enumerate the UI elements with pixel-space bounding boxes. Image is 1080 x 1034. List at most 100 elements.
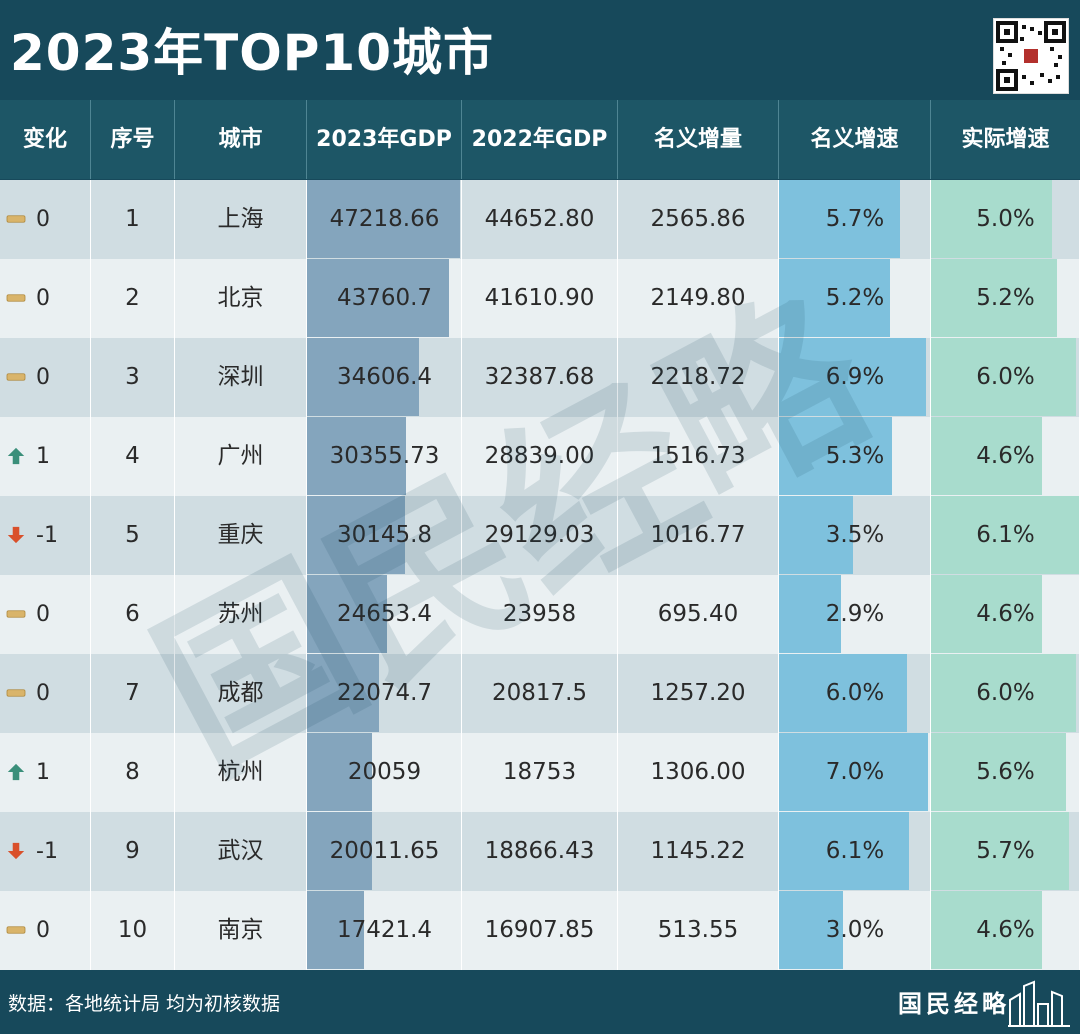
nominal-growth-label: 3.0% <box>825 917 885 943</box>
change-value: 0 <box>36 286 50 311</box>
gdp2022-cell: 29129.03 <box>462 496 618 575</box>
real-growth-cell: 5.2% <box>931 259 1080 338</box>
table-row: -1 9 武汉 18866.43 1145.22 20011.65 6.1% 5.7% <box>0 812 1080 891</box>
change-cell: 0 <box>0 259 91 338</box>
footer: 数据：各地统计局 均为初核数据 国民经略 <box>0 974 1080 1034</box>
real-growth-bar <box>931 733 1066 811</box>
gdp2023-label: 47218.66 <box>329 206 440 232</box>
increase-cell: 1306.00 <box>618 733 779 812</box>
nominal-growth-label: 6.9% <box>825 364 885 390</box>
nominal-growth-bar <box>779 575 841 653</box>
city-cell: 上海 <box>175 180 307 259</box>
nominal-growth-bar <box>779 259 890 337</box>
up-arrow-icon <box>7 763 25 781</box>
real-growth-label: 5.2% <box>976 285 1035 311</box>
gdp2023-bar <box>307 338 419 416</box>
city-cell: 北京 <box>175 259 307 338</box>
city-cell: 成都 <box>175 654 307 733</box>
table-row: 1 4 广州 28839.00 1516.73 30355.73 5.3% 4.6% <box>0 417 1080 496</box>
gdp2023-label: 22074.7 <box>336 680 433 706</box>
real-growth-bar <box>931 417 1042 495</box>
change-cell: 0 <box>0 180 91 259</box>
rank-cell: 6 <box>91 575 175 654</box>
real-growth-bar <box>931 654 1076 732</box>
table-row: 1 8 杭州 18753 1306.00 20059 7.0% 5.6% <box>0 733 1080 812</box>
real-growth-cell: 6.0% <box>931 338 1080 417</box>
real-growth-label: 5.7% <box>976 838 1035 864</box>
real-growth-label: 4.6% <box>976 917 1035 943</box>
rank-cell: 4 <box>91 417 175 496</box>
table-row: 0 2 北京 41610.90 2149.80 43760.7 5.2% 5.2% <box>0 259 1080 338</box>
gdp2023-label: 43760.7 <box>336 285 433 311</box>
real-growth-label: 6.0% <box>976 364 1035 390</box>
nominal-growth-bar <box>779 812 909 890</box>
gdp2023-bar <box>307 180 460 258</box>
real-growth-cell: 4.6% <box>931 417 1080 496</box>
gdp2023-label: 20059 <box>347 759 422 785</box>
nominal-growth-bar <box>779 180 900 258</box>
city-cell: 广州 <box>175 417 307 496</box>
table-row: -1 5 重庆 29129.03 1016.77 30145.8 3.5% 6.1% <box>0 496 1080 575</box>
city-cell: 苏州 <box>175 575 307 654</box>
increase-cell: 2218.72 <box>618 338 779 417</box>
increase-cell: 1257.20 <box>618 654 779 733</box>
rank-cell: 10 <box>91 891 175 970</box>
change-value: 0 <box>36 681 50 706</box>
gdp2023-cell: 20011.65 <box>307 812 462 891</box>
real-growth-cell: 5.7% <box>931 812 1080 891</box>
increase-cell: 2149.80 <box>618 259 779 338</box>
brand-name: 国民经略 <box>898 989 1010 1018</box>
rank-cell: 1 <box>91 180 175 259</box>
gdp2023-cell: 34606.4 <box>307 338 462 417</box>
gdp2023-bar <box>307 654 379 732</box>
change-value: 0 <box>36 602 50 627</box>
gdp2023-label: 34606.4 <box>336 364 433 390</box>
rank-cell: 8 <box>91 733 175 812</box>
change-value: 0 <box>36 365 50 390</box>
real-growth-bar <box>931 812 1069 890</box>
nominal-growth-bar <box>779 417 892 495</box>
flat-dash-icon <box>6 215 26 223</box>
header-rank: 序号 <box>91 100 175 179</box>
change-cell: -1 <box>0 496 91 575</box>
gdp2023-cell: 43760.7 <box>307 259 462 338</box>
gdp2022-cell: 44652.80 <box>462 180 618 259</box>
city-cell: 深圳 <box>175 338 307 417</box>
rank-cell: 2 <box>91 259 175 338</box>
nominal-growth-cell: 7.0% <box>779 733 931 812</box>
gdp2022-cell: 18753 <box>462 733 618 812</box>
table-row: 0 7 成都 20817.5 1257.20 22074.7 6.0% 6.0% <box>0 654 1080 733</box>
header-increase: 名义增量 <box>618 100 779 179</box>
gdp2023-cell: 24653.4 <box>307 575 462 654</box>
table-row: 0 6 苏州 23958 695.40 24653.4 2.9% 4.6% <box>0 575 1080 654</box>
increase-cell: 513.55 <box>618 891 779 970</box>
nominal-growth-cell: 6.0% <box>779 654 931 733</box>
nominal-growth-label: 7.0% <box>825 759 885 785</box>
gdp2023-bar <box>307 733 372 811</box>
real-growth-cell: 6.1% <box>931 496 1080 575</box>
gdp2023-cell: 20059 <box>307 733 462 812</box>
title-bar: 2023年TOP10城市 <box>0 0 1080 100</box>
change-value: 0 <box>36 207 50 232</box>
change-cell: 1 <box>0 417 91 496</box>
real-growth-label: 5.0% <box>976 206 1035 232</box>
qr-code <box>993 18 1069 94</box>
real-growth-cell: 4.6% <box>931 575 1080 654</box>
gdp2022-cell: 32387.68 <box>462 338 618 417</box>
gdp2022-cell: 16907.85 <box>462 891 618 970</box>
real-growth-cell: 6.0% <box>931 654 1080 733</box>
down-arrow-icon <box>7 526 25 544</box>
nominal-growth-label: 3.5% <box>825 522 885 548</box>
real-growth-bar <box>931 891 1042 969</box>
nominal-growth-bar <box>779 733 928 811</box>
nominal-growth-label: 5.7% <box>825 206 885 232</box>
rank-cell: 5 <box>91 496 175 575</box>
real-growth-label: 6.0% <box>976 680 1035 706</box>
gdp2022-cell: 20817.5 <box>462 654 618 733</box>
nominal-growth-label: 5.3% <box>825 443 885 469</box>
change-value: 1 <box>36 760 50 785</box>
header-gdp2022: 2022年GDP <box>462 100 618 179</box>
change-cell: 0 <box>0 654 91 733</box>
change-cell: 0 <box>0 891 91 970</box>
nominal-growth-label: 2.9% <box>825 601 885 627</box>
